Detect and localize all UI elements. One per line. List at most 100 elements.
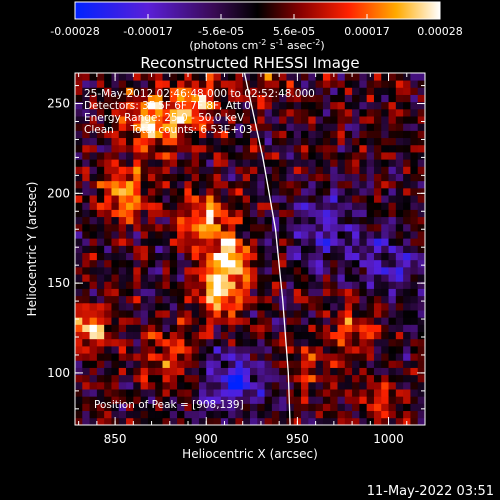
heatmap-cell: [250, 317, 258, 325]
heatmap-cell: [250, 231, 258, 239]
heatmap-cell: [344, 180, 353, 189]
heatmap-cell: [133, 73, 142, 81]
heatmap-cell: [352, 338, 360, 347]
heatmap-cell: [344, 417, 353, 425]
heatmap-cell: [162, 295, 171, 304]
heatmap-cell: [381, 295, 389, 304]
heatmap-cell: [322, 374, 331, 383]
heatmap-cell: [198, 101, 207, 110]
heatmap-cell: [293, 223, 302, 232]
y-tick-label: 200: [47, 186, 70, 200]
heatmap-cell: [242, 116, 251, 124]
heatmap-cell: [264, 80, 273, 88]
heatmap-cell: [96, 324, 105, 333]
heatmap-cell: [206, 410, 214, 419]
heatmap-cell: [344, 202, 353, 210]
heatmap-cell: [279, 87, 287, 95]
heatmap-cell: [75, 108, 83, 117]
heatmap-cell: [140, 360, 149, 368]
heatmap-cell: [104, 331, 112, 340]
heatmap-cell: [388, 166, 397, 174]
heatmap-cell: [344, 389, 353, 397]
heatmap-cell: [359, 238, 368, 246]
heatmap-cell: [286, 123, 295, 131]
heatmap-cell: [118, 159, 127, 167]
heatmap-cell: [293, 274, 302, 282]
heatmap-cell: [315, 266, 324, 275]
heatmap-cell: [395, 87, 404, 95]
heatmap-cell: [220, 116, 229, 124]
heatmap-cell: [359, 202, 368, 210]
heatmap-cell: [96, 345, 105, 354]
heatmap-cell: [82, 101, 90, 110]
heatmap-cell: [177, 130, 185, 139]
heatmap-cell: [82, 281, 90, 289]
heatmap-cell: [293, 202, 302, 210]
heatmap-cell: [286, 317, 295, 325]
heatmap-cell: [126, 324, 134, 333]
heatmap-cell: [330, 195, 338, 203]
heatmap-cell: [322, 245, 331, 253]
heatmap-cell: [344, 116, 353, 124]
heatmap-cell: [286, 345, 295, 354]
heatmap-cell: [250, 108, 258, 117]
heatmap-cell: [337, 317, 346, 325]
heatmap-cell: [395, 324, 404, 333]
heatmap-cell: [286, 310, 295, 318]
heatmap-cell: [82, 345, 90, 354]
heatmap-cell: [206, 353, 214, 361]
heatmap-cell: [82, 137, 90, 146]
heatmap-cell: [155, 123, 163, 131]
heatmap-cell: [118, 374, 127, 383]
heatmap-cell: [104, 166, 112, 174]
heatmap-cell: [308, 116, 317, 124]
heatmap-cell: [82, 310, 90, 318]
heatmap-cell: [308, 374, 317, 383]
heatmap-cell: [417, 187, 425, 196]
heatmap-cell: [198, 152, 207, 160]
heatmap-cell: [198, 410, 207, 419]
heatmap-cell: [352, 374, 360, 383]
heatmap-cell: [111, 331, 120, 340]
heatmap-cell: [403, 353, 411, 361]
heatmap-cell: [301, 144, 309, 153]
heatmap-cell: [352, 281, 360, 289]
heatmap-cell: [140, 116, 149, 124]
heatmap-cell: [344, 166, 353, 174]
heatmap-cell: [75, 410, 83, 419]
heatmap-cell: [126, 410, 134, 419]
heatmap-cell: [140, 180, 149, 189]
heatmap-cell: [410, 123, 419, 131]
heatmap-cell: [279, 202, 287, 210]
heatmap-cell: [403, 295, 411, 304]
heatmap-cell: [366, 130, 375, 139]
heatmap-cell: [308, 302, 317, 311]
heatmap-cell: [82, 108, 90, 117]
heatmap-cell: [395, 80, 404, 88]
heatmap-cell: [155, 238, 163, 246]
heatmap-cell: [403, 324, 411, 333]
heatmap-cell: [242, 144, 251, 153]
heatmap-cell: [206, 259, 214, 268]
heatmap-cell: [250, 345, 258, 354]
heatmap-cell: [322, 166, 331, 174]
heatmap-cell: [155, 187, 163, 196]
heatmap-cell: [301, 338, 309, 347]
heatmap-cell: [75, 223, 83, 232]
heatmap-cell: [308, 345, 317, 354]
heatmap-cell: [381, 80, 389, 88]
heatmap-cell: [279, 231, 287, 239]
heatmap-cell: [417, 331, 425, 340]
heatmap-cell: [315, 245, 324, 253]
heatmap-cell: [89, 281, 98, 289]
heatmap-cell: [344, 238, 353, 246]
heatmap-cell: [184, 209, 193, 218]
heatmap-cell: [140, 231, 149, 239]
heatmap-cell: [279, 144, 287, 153]
heatmap-cell: [264, 331, 273, 340]
heatmap-cell: [220, 410, 229, 419]
heatmap-cell: [89, 173, 98, 182]
heatmap-cell: [395, 374, 404, 383]
heatmap-cell: [315, 137, 324, 146]
heatmap-cell: [206, 252, 214, 261]
